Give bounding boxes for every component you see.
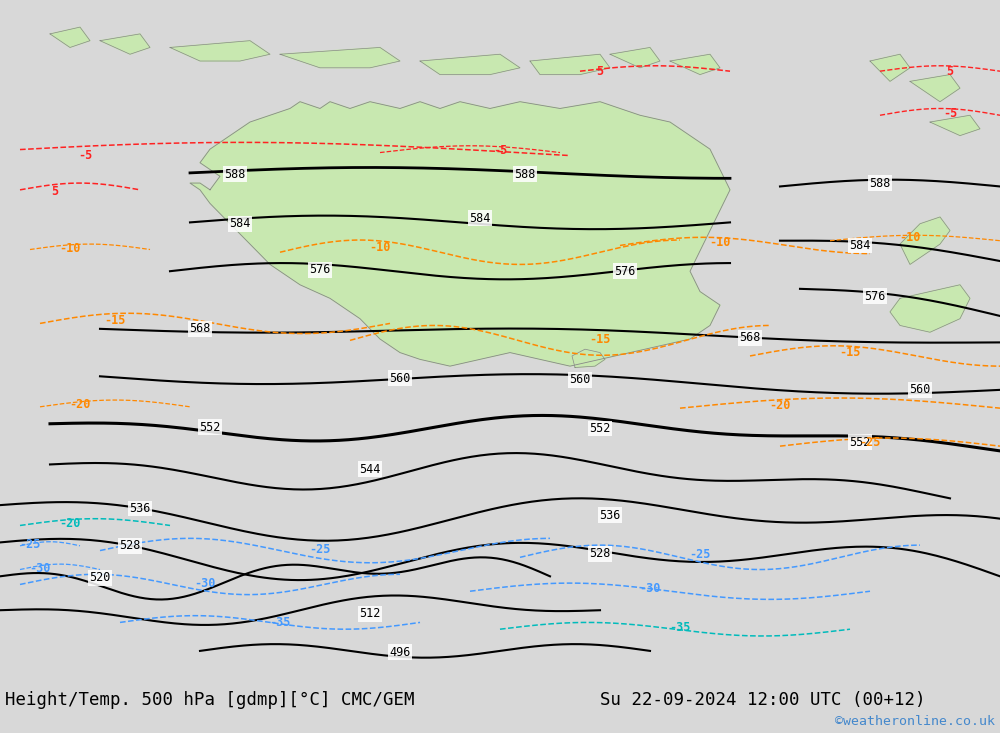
Text: 568: 568 (739, 331, 761, 345)
Text: -15: -15 (839, 346, 861, 359)
Text: Su 22-09-2024 12:00 UTC (00+12): Su 22-09-2024 12:00 UTC (00+12) (600, 691, 926, 709)
Polygon shape (50, 27, 90, 48)
Text: Height/Temp. 500 hPa [gdmp][°C] CMC/GEM: Height/Temp. 500 hPa [gdmp][°C] CMC/GEM (5, 691, 415, 709)
Text: -25: -25 (309, 542, 331, 556)
Text: -20: -20 (769, 399, 791, 412)
Polygon shape (930, 115, 980, 136)
Text: -15: -15 (104, 314, 126, 327)
Text: 552: 552 (589, 422, 611, 435)
Text: 552: 552 (199, 421, 221, 434)
Text: 512: 512 (359, 607, 381, 620)
Polygon shape (420, 54, 520, 75)
Text: -10: -10 (709, 236, 731, 249)
Text: -15: -15 (589, 333, 611, 345)
Text: 576: 576 (309, 263, 331, 276)
Polygon shape (870, 54, 910, 81)
Text: 588: 588 (514, 168, 536, 181)
Polygon shape (670, 54, 720, 75)
Text: -10: -10 (369, 241, 391, 254)
Text: 528: 528 (119, 539, 141, 552)
Polygon shape (890, 285, 970, 332)
Text: -25: -25 (689, 548, 711, 561)
Text: 544: 544 (359, 463, 381, 476)
Text: 5: 5 (596, 65, 604, 78)
Polygon shape (100, 34, 150, 54)
Text: -25: -25 (19, 538, 41, 551)
Text: 588: 588 (869, 177, 891, 190)
Text: -10: -10 (899, 231, 921, 244)
Polygon shape (900, 217, 950, 265)
Text: 520: 520 (89, 571, 111, 584)
Text: -30: -30 (29, 561, 51, 575)
Polygon shape (280, 48, 400, 68)
Polygon shape (610, 48, 660, 68)
Text: 568: 568 (189, 323, 211, 335)
Text: 552: 552 (849, 435, 871, 449)
Text: 576: 576 (614, 265, 636, 278)
Text: -25: -25 (859, 436, 881, 449)
Text: -5: -5 (78, 150, 92, 163)
Text: ©weatheronline.co.uk: ©weatheronline.co.uk (835, 715, 995, 727)
Text: -30: -30 (639, 582, 661, 595)
Text: 560: 560 (569, 373, 591, 386)
Text: -5: -5 (493, 144, 507, 157)
Text: 536: 536 (599, 509, 621, 522)
Text: 584: 584 (469, 212, 491, 225)
Text: -5: -5 (943, 108, 957, 120)
Text: -20: -20 (59, 517, 81, 530)
Text: 5: 5 (51, 185, 59, 198)
Text: 496: 496 (389, 646, 411, 659)
Polygon shape (910, 75, 960, 102)
Text: 588: 588 (224, 168, 246, 181)
Polygon shape (170, 40, 270, 61)
Polygon shape (572, 349, 605, 367)
Text: -35: -35 (669, 621, 691, 633)
Text: 584: 584 (229, 217, 251, 230)
Text: -30: -30 (194, 577, 216, 589)
Text: -20: -20 (69, 398, 91, 411)
Text: 560: 560 (909, 383, 931, 397)
Text: 536: 536 (129, 502, 151, 515)
Text: 5: 5 (946, 65, 954, 78)
Text: 560: 560 (389, 372, 411, 385)
Text: 576: 576 (864, 290, 886, 303)
Text: 528: 528 (589, 548, 611, 561)
Polygon shape (190, 102, 730, 366)
Text: -35: -35 (269, 616, 291, 629)
Polygon shape (530, 54, 610, 75)
Text: -10: -10 (59, 242, 81, 254)
Text: 584: 584 (849, 239, 871, 252)
